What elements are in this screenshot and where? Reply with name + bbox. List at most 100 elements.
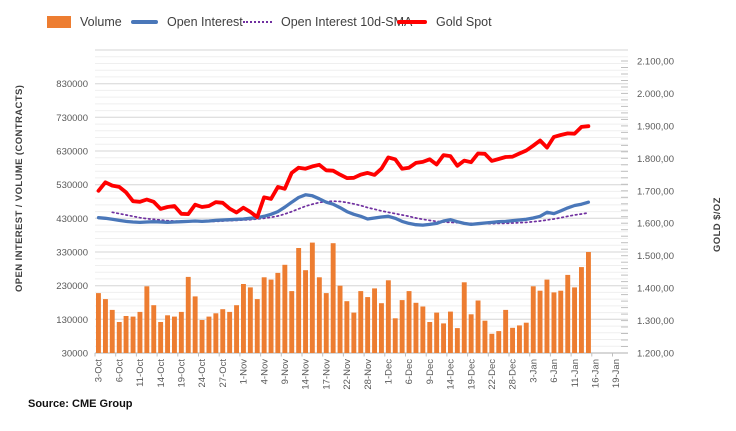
- volume-bar: [199, 320, 205, 353]
- volume-bar: [510, 327, 515, 354]
- volume-bar: [482, 320, 488, 353]
- svg-text:230000: 230000: [56, 281, 88, 292]
- legend-item-gold-spot: Gold Spot: [397, 10, 492, 34]
- volume-bar: [351, 312, 357, 353]
- volume-bar: [399, 300, 405, 353]
- svg-text:24-Oct: 24-Oct: [197, 359, 208, 388]
- volume-bar: [344, 301, 350, 353]
- svg-text:28-Nov: 28-Nov: [363, 359, 374, 390]
- legend-item-volume: Volume: [47, 10, 122, 34]
- volume-bar: [385, 280, 391, 353]
- svg-text:19-Jan: 19-Jan: [611, 359, 622, 388]
- volume-bar: [116, 322, 122, 353]
- axis-labels: 830000 730000 630000 530000 430000 330000 2300…: [56, 57, 674, 390]
- volume-bar: [192, 296, 198, 353]
- svg-text:530000: 530000: [56, 180, 88, 191]
- svg-text:19-Oct: 19-Oct: [177, 359, 188, 388]
- legend-label: Volume: [80, 15, 122, 29]
- svg-text:630000: 630000: [56, 147, 88, 158]
- volume-bar: [165, 315, 170, 353]
- volume-bar: [379, 303, 384, 353]
- open-interest-swatch-icon: [131, 20, 158, 24]
- volume-bar: [178, 311, 184, 353]
- volume-bar: [420, 306, 426, 353]
- volume-bar: [572, 287, 577, 353]
- volume-bar: [323, 293, 329, 353]
- svg-text:6-Dec: 6-Dec: [404, 359, 415, 385]
- volume-bar: [579, 267, 584, 353]
- volume-bar: [309, 242, 315, 353]
- legend-label: Gold Spot: [436, 15, 492, 29]
- volume-bar: [544, 279, 550, 353]
- svg-text:14-Nov: 14-Nov: [301, 359, 312, 390]
- volume-bar: [151, 305, 157, 353]
- volume-bar: [392, 318, 398, 353]
- svg-text:6-Oct: 6-Oct: [114, 359, 125, 383]
- svg-text:430000: 430000: [56, 214, 88, 225]
- svg-text:14-Oct: 14-Oct: [156, 359, 167, 388]
- volume-bar: [468, 314, 474, 353]
- volume-bar: [234, 305, 239, 353]
- svg-text:1.600,00: 1.600,00: [637, 219, 674, 230]
- right-axis-ticks: [621, 60, 628, 354]
- legend-label: Open Interest: [167, 15, 243, 29]
- svg-text:19-Dec: 19-Dec: [466, 359, 477, 390]
- oi-sma-swatch-icon: [243, 21, 272, 23]
- volume-bar: [172, 316, 177, 353]
- volume-bar: [213, 313, 219, 353]
- volume-bar: [496, 331, 502, 353]
- gold-spot-swatch-icon: [397, 20, 427, 24]
- volume-bar: [586, 252, 591, 353]
- volume-bar: [303, 270, 308, 353]
- volume-bar: [247, 287, 253, 353]
- volume-bar: [268, 279, 274, 353]
- svg-text:1.700,00: 1.700,00: [637, 186, 674, 197]
- svg-text:28-Dec: 28-Dec: [508, 359, 519, 390]
- svg-text:22-Nov: 22-Nov: [342, 359, 353, 390]
- svg-text:330000: 330000: [56, 248, 88, 259]
- volume-bar: [434, 312, 440, 353]
- volume-bar: [517, 325, 522, 353]
- svg-text:1.400,00: 1.400,00: [637, 284, 674, 295]
- svg-text:30000: 30000: [62, 349, 88, 360]
- volume-bar: [227, 311, 233, 353]
- volume-bar: [358, 291, 364, 353]
- svg-text:3-Oct: 3-Oct: [94, 359, 105, 383]
- svg-text:1-Dec: 1-Dec: [384, 359, 395, 385]
- volume-bar: [137, 311, 143, 353]
- svg-text:16-Jan: 16-Jan: [591, 359, 602, 388]
- chart-legend: Volume Open Interest Open Interest 10d-S…: [0, 10, 736, 34]
- volume-bar: [461, 282, 467, 353]
- svg-text:130000: 130000: [56, 315, 88, 326]
- svg-text:1.200,00: 1.200,00: [637, 349, 674, 360]
- gold-spot-line: [96, 124, 591, 220]
- svg-text:2.000,00: 2.000,00: [637, 89, 674, 100]
- volume-bar: [337, 285, 343, 353]
- volume-bar: [427, 322, 433, 353]
- volume-bars: [96, 242, 591, 354]
- volume-bar: [330, 243, 336, 353]
- volume-bar: [475, 300, 481, 353]
- volume-bar: [537, 290, 543, 353]
- svg-text:3-Jan: 3-Jan: [528, 359, 539, 383]
- volume-bar: [254, 299, 260, 353]
- svg-text:27-Oct: 27-Oct: [218, 359, 229, 388]
- svg-text:830000: 830000: [56, 79, 88, 90]
- volume-bar: [144, 286, 150, 353]
- volume-bar: [365, 297, 371, 353]
- volume-bar: [275, 272, 281, 353]
- volume-bar: [551, 292, 557, 353]
- volume-bar: [282, 264, 288, 353]
- open-interest-line: [96, 193, 591, 227]
- volume-bar: [241, 284, 246, 353]
- svg-text:2.100,00: 2.100,00: [637, 57, 674, 68]
- volume-bar: [158, 322, 164, 353]
- volume-bar: [372, 288, 377, 353]
- volume-bar: [441, 323, 446, 353]
- svg-text:11-Jan: 11-Jan: [570, 359, 581, 387]
- svg-text:1-Nov: 1-Nov: [239, 359, 250, 385]
- svg-text:11-Oct: 11-Oct: [135, 359, 146, 387]
- volume-bar: [261, 277, 267, 354]
